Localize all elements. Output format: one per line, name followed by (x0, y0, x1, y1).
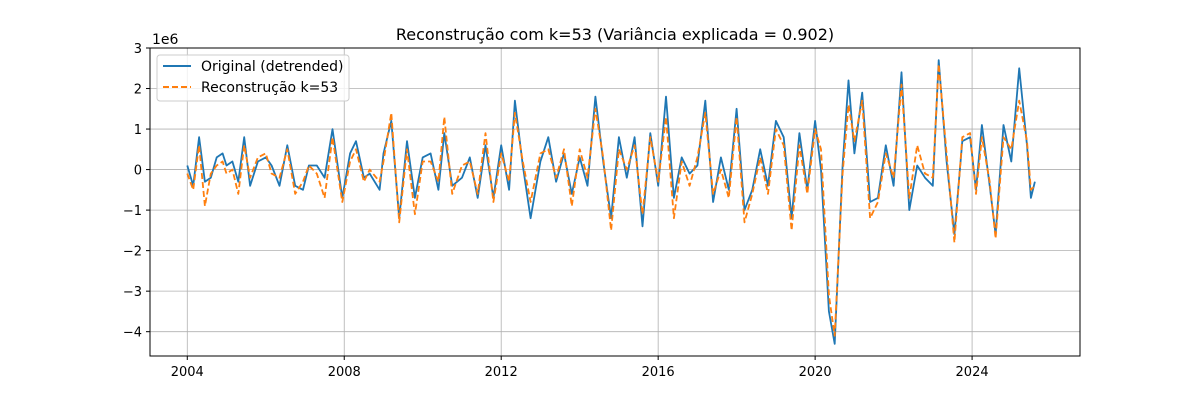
legend-label-original: Original (detrended) (201, 59, 343, 75)
y-tick-label: 3 (134, 42, 142, 57)
x-tick-label: 2016 (642, 365, 675, 380)
y-tick-label: −4 (123, 326, 142, 341)
y-axis-ticks: 3 2 1 0 −1 −2 −3 −4 (123, 42, 150, 341)
y-tick-label: 2 (134, 83, 142, 98)
series-lines (186, 59, 1036, 345)
y-tick-label: 0 (134, 164, 142, 179)
x-tick-label: 2024 (956, 365, 989, 380)
x-tick-label: 2020 (799, 365, 832, 380)
y-tick-label: 1 (134, 123, 142, 138)
legend: Original (detrended) Reconstrução k=53 (156, 54, 350, 102)
y-axis-scale-label: 1e6 (152, 32, 179, 48)
x-tick-label: 2012 (485, 365, 518, 380)
y-tick-label: −3 (123, 285, 142, 300)
y-tick-label: −1 (123, 204, 142, 219)
legend-box (156, 54, 350, 102)
y-tick-label: −2 (123, 245, 142, 260)
chart-title: Reconstrução com k=53 (Variância explica… (396, 25, 834, 44)
x-axis-ticks: 2004 2008 2012 2016 2020 2024 (171, 356, 989, 380)
plot-frame (149, 47, 1081, 357)
x-tick-label: 2008 (328, 365, 361, 380)
legend-label-reconstruction: Reconstrução k=53 (201, 80, 338, 96)
x-tick-label: 2004 (171, 365, 204, 380)
series-reconstruction-line (186, 63, 1036, 337)
